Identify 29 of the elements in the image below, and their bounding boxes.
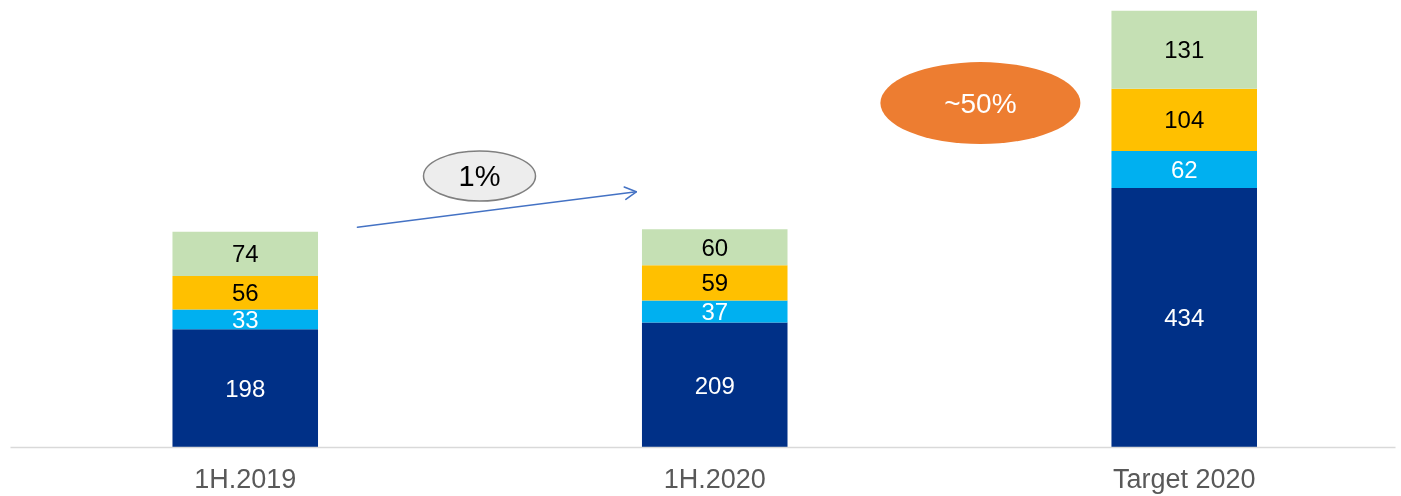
bar <box>172 309 319 330</box>
data-label: 209 <box>694 371 735 399</box>
bar <box>641 300 788 323</box>
bar <box>172 275 319 310</box>
data-label: 59 <box>701 269 729 297</box>
x-tick-label: 1H.2020 <box>663 463 766 494</box>
data-label: 62 <box>1170 156 1198 184</box>
bar <box>1111 88 1257 151</box>
bar <box>172 329 319 448</box>
data-label: 33 <box>231 305 259 333</box>
data-label: 60 <box>701 233 729 261</box>
bar <box>1111 188 1257 448</box>
annotation: 1% <box>458 160 501 193</box>
data-label: 56 <box>231 279 259 307</box>
data-label: 198 <box>225 374 266 402</box>
data-label: 74 <box>231 240 259 268</box>
data-label: 131 <box>1164 36 1205 64</box>
x-tick-label: 1H.2019 <box>194 463 297 494</box>
data-label: 104 <box>1164 106 1205 134</box>
data-label: 37 <box>701 298 729 325</box>
bar <box>1111 150 1257 189</box>
x-tick-label: Target 2020 <box>1112 463 1256 494</box>
annotation: ~50% <box>944 87 1017 119</box>
bar <box>641 265 788 301</box>
bar <box>172 231 319 276</box>
bar <box>1111 10 1257 89</box>
bar <box>641 229 788 266</box>
data-label: 434 <box>1164 304 1205 332</box>
bar <box>641 322 788 448</box>
